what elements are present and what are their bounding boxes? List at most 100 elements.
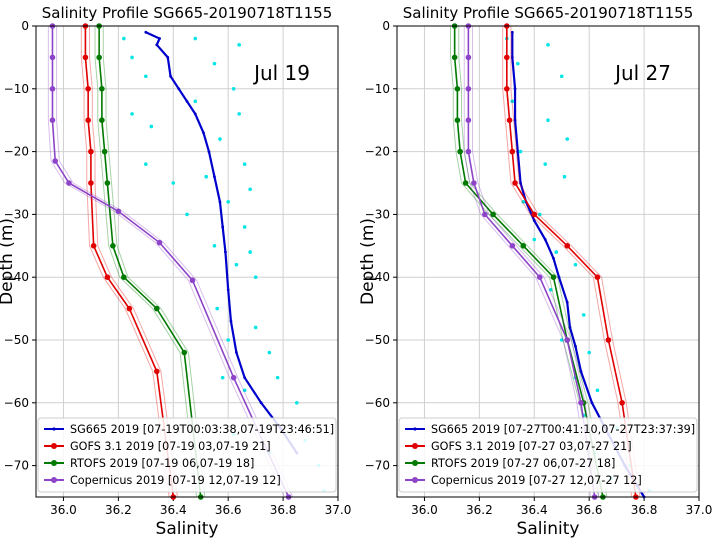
data-point <box>520 243 527 249</box>
scatter-point <box>242 225 247 229</box>
data-point <box>513 87 517 91</box>
scatter-point <box>237 43 241 47</box>
y-tick-label: −10 <box>365 82 390 96</box>
data-point <box>506 117 513 123</box>
x-tick-label: 36.0 <box>50 503 77 517</box>
legend: SG665 2019 [07-19T00:03:38,07-19T23:46:5… <box>37 417 337 493</box>
series-ensemble-line <box>450 26 600 498</box>
data-point <box>230 374 237 381</box>
data-point <box>169 74 172 78</box>
data-point <box>229 319 233 323</box>
scatter-point <box>237 112 241 116</box>
plot-frame <box>35 25 339 498</box>
scatter-point <box>231 87 236 91</box>
data-point <box>519 181 522 185</box>
x-tick-label: 36.4 <box>160 503 187 517</box>
scatter-point <box>516 61 520 66</box>
y-tick-label: −40 <box>4 270 29 284</box>
scatter-point <box>543 162 548 166</box>
data-point <box>189 277 196 284</box>
scatter-point <box>171 181 176 185</box>
data-point <box>516 150 520 154</box>
series-0 <box>144 30 299 455</box>
series-ensemble-line <box>89 26 178 498</box>
data-point <box>465 86 472 92</box>
y-tick-label: −20 <box>365 145 390 159</box>
scatter-point <box>144 162 148 166</box>
data-point <box>532 219 536 223</box>
x-tick-label: 36.4 <box>521 503 548 517</box>
legend-swatch-marker <box>51 460 57 466</box>
data-point <box>213 175 216 179</box>
chart-panel-2: 36.0 36.2 36.4 36.6 36.8 37.0 0 −10 −20 −30 −40 −50… <box>358 4 712 539</box>
data-point <box>185 99 189 103</box>
series-line <box>506 26 637 498</box>
y-tick-label: −30 <box>365 207 390 221</box>
scatter-point <box>559 338 564 342</box>
chart-panel-1: 36.0 36.2 36.4 36.6 36.8 37.0 0 −10 −20 −30 −40 −50… <box>0 4 351 539</box>
series-2 <box>80 23 178 500</box>
scatter-point <box>242 162 247 166</box>
series-ensemble-line <box>458 26 608 498</box>
legend-swatch-marker <box>52 427 56 431</box>
y-tick-label: −60 <box>365 396 390 410</box>
data-point <box>88 180 94 186</box>
legend-entry-label: SG665 2019 [07-19T00:03:38,07-19T23:46:5… <box>70 423 334 436</box>
scatter-point <box>242 388 247 393</box>
series-ensemble-line <box>502 26 633 498</box>
data-point <box>490 211 496 218</box>
data-point <box>85 86 91 92</box>
data-point <box>49 86 56 92</box>
x-tick-label: 36.8 <box>631 503 658 517</box>
data-point <box>462 180 469 186</box>
chart-title: Salinity Profile SG665-20190718T1155 <box>42 4 333 22</box>
data-point <box>465 54 472 61</box>
legend-entry-label: RTOFS 2019 [07-19 06,07-19 18] <box>70 457 254 470</box>
data-point <box>259 401 263 405</box>
data-point <box>574 344 577 348</box>
data-point <box>509 148 516 155</box>
series-4 <box>463 23 600 500</box>
scatter-point <box>565 137 570 141</box>
data-point <box>579 370 583 373</box>
series-ensemble-line <box>47 26 285 498</box>
x-tick-label: 36.6 <box>576 503 603 517</box>
legend-box <box>398 417 698 493</box>
scatter-point <box>185 212 189 217</box>
x-tick-label: 36.2 <box>466 503 493 517</box>
data-point <box>202 131 205 135</box>
scatter-point <box>122 36 126 41</box>
data-point <box>504 86 510 92</box>
series-3 <box>94 23 206 500</box>
data-point <box>110 243 116 249</box>
y-tick-label: −60 <box>4 396 29 410</box>
legend-swatch-marker <box>51 477 57 483</box>
data-point <box>82 54 89 61</box>
x-axis-label: Salinity <box>517 519 580 539</box>
scatter-point <box>518 149 523 154</box>
data-point <box>99 86 105 92</box>
y-tick-label: 0 <box>382 19 390 33</box>
data-point <box>550 274 557 281</box>
data-point <box>85 117 91 123</box>
series-ensemble-line <box>463 26 592 498</box>
scatter-point <box>193 99 198 104</box>
scatter-point <box>212 244 217 248</box>
scatter-point <box>546 43 550 47</box>
data-point <box>465 117 472 123</box>
y-tick-label: −70 <box>365 459 390 473</box>
data-point <box>221 225 225 229</box>
legend-entry-label: Copernicus 2019 [07-27 12,07-27 12] <box>431 474 642 487</box>
data-point <box>218 200 222 204</box>
data-point <box>226 288 230 292</box>
data-point <box>193 112 197 116</box>
data-point <box>104 274 111 281</box>
scatter-point <box>130 55 134 60</box>
data-point <box>510 56 514 59</box>
data-point <box>243 376 247 380</box>
scatter-point <box>212 61 217 66</box>
y-tick-label: −30 <box>4 207 29 221</box>
series-ensemble-line <box>80 26 170 498</box>
